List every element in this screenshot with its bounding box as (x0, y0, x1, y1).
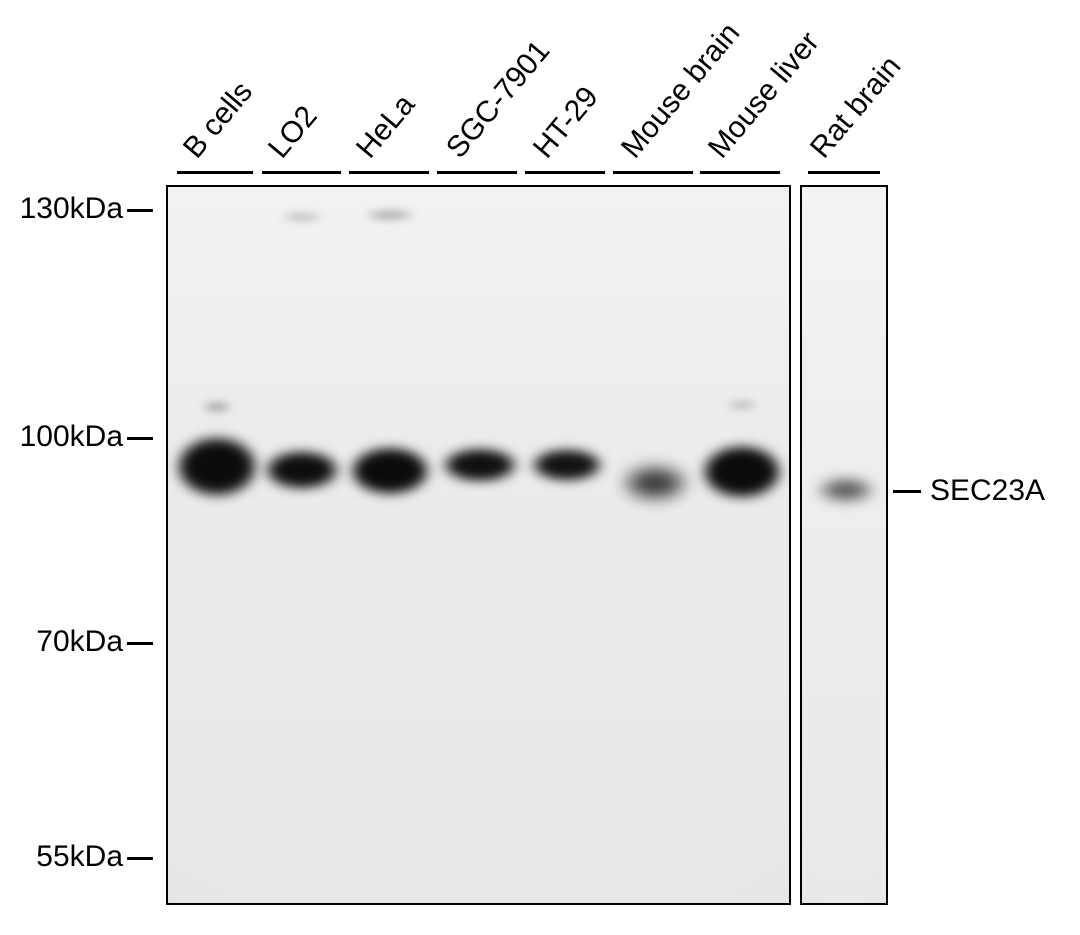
band (278, 211, 326, 223)
lane-tick (262, 171, 341, 174)
mw-tick (127, 209, 153, 212)
band (699, 442, 785, 504)
lane-label: HT-29 (527, 81, 606, 165)
mw-label: 70kDa (8, 625, 123, 659)
mw-tick (127, 857, 153, 860)
blot-vignette (168, 187, 789, 903)
lane-tick (613, 171, 693, 174)
lane-tick (177, 171, 253, 174)
mw-label: 55kDa (8, 840, 123, 874)
lane-tick (437, 171, 517, 174)
lane-label: LO2 (262, 100, 325, 165)
target-label: SEC23A (930, 474, 1045, 508)
lane-label: B cells (177, 75, 260, 165)
band (528, 445, 606, 485)
band (173, 433, 261, 503)
band (261, 446, 343, 494)
lane-tick (525, 171, 605, 174)
mw-tick (127, 437, 153, 440)
band (439, 444, 521, 486)
lane-label: HeLa (350, 88, 422, 165)
band (620, 462, 690, 504)
blot-panel-main (166, 185, 791, 905)
band (362, 208, 418, 222)
mw-tick (127, 642, 153, 645)
mw-label: 130kDa (8, 192, 123, 226)
band (724, 399, 760, 411)
target-tick (893, 490, 921, 493)
western-blot-figure: SEC23A B cellsLO2HeLaSGC-7901HT-29Mouse … (0, 0, 1080, 935)
band (816, 476, 876, 504)
blot-panel-rat (800, 185, 888, 905)
blot-vignette (802, 187, 886, 903)
mw-label: 100kDa (8, 420, 123, 454)
lane-tick (808, 171, 880, 174)
lane-tick (349, 171, 429, 174)
band (347, 444, 433, 500)
band (200, 400, 234, 414)
lane-tick (700, 171, 780, 174)
lane-label: Rat brain (804, 50, 908, 165)
